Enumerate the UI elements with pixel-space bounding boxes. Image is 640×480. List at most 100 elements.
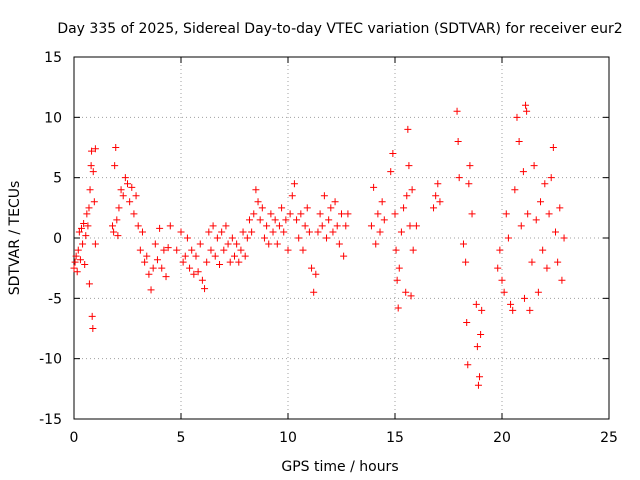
data-point	[209, 222, 217, 230]
data-point	[194, 268, 202, 276]
data-point	[316, 210, 324, 218]
data-point	[436, 198, 444, 206]
data-point	[517, 222, 525, 230]
data-point	[241, 252, 249, 260]
data-point	[254, 198, 262, 206]
data-point	[228, 234, 236, 242]
data-point	[117, 186, 125, 194]
data-point	[534, 288, 542, 296]
data-point	[190, 270, 198, 278]
data-point	[250, 210, 258, 218]
data-point	[256, 216, 264, 224]
data-point	[376, 228, 384, 236]
data-point	[147, 286, 155, 294]
data-point	[220, 246, 228, 254]
data-point	[496, 246, 504, 254]
data-point	[258, 204, 266, 212]
data-point	[282, 216, 290, 224]
data-point	[405, 162, 413, 170]
data-point	[138, 228, 146, 236]
data-point	[111, 162, 119, 170]
data-point	[71, 258, 79, 266]
data-point	[183, 234, 191, 242]
data-point	[530, 162, 538, 170]
data-point	[543, 264, 551, 272]
data-point	[462, 258, 470, 266]
data-point	[406, 222, 414, 230]
data-point	[404, 125, 412, 133]
data-point	[468, 210, 476, 218]
data-point	[109, 222, 117, 230]
data-point	[318, 222, 326, 230]
data-point	[151, 240, 159, 248]
data-point	[235, 258, 243, 266]
grid-lines	[74, 57, 609, 419]
data-point	[164, 244, 172, 252]
y-tick-label: 15	[44, 50, 62, 66]
data-point	[312, 270, 320, 278]
data-point	[409, 246, 417, 254]
data-point	[558, 276, 566, 284]
data-point	[340, 252, 348, 260]
data-point	[301, 222, 309, 230]
data-point	[207, 246, 215, 254]
data-point	[545, 210, 553, 218]
data-point	[160, 246, 168, 254]
data-point	[476, 373, 484, 381]
data-point	[177, 228, 185, 236]
data-point	[344, 210, 352, 218]
data-point	[222, 222, 230, 230]
data-point	[402, 288, 410, 296]
data-point	[293, 216, 301, 224]
data-point	[500, 288, 508, 296]
data-point	[141, 258, 149, 266]
data-point	[305, 228, 313, 236]
data-point	[515, 137, 523, 145]
x-axis-ticks: 0 5 10 15 20 25	[70, 57, 618, 446]
data-point	[124, 180, 131, 188]
data-point	[121, 174, 129, 182]
data-points	[70, 101, 568, 389]
y-tick-label: -15	[39, 412, 62, 428]
data-point	[523, 107, 531, 115]
data-point	[85, 204, 93, 212]
data-point	[474, 381, 482, 389]
data-point	[320, 192, 328, 200]
data-point	[213, 234, 221, 242]
data-point	[91, 145, 99, 153]
data-point	[166, 222, 174, 230]
data-point	[73, 268, 81, 276]
data-point	[271, 216, 279, 224]
x-tick-label: 20	[493, 430, 511, 446]
data-point	[297, 210, 305, 218]
data-point	[267, 210, 275, 218]
data-point	[434, 180, 442, 188]
x-tick-label: 0	[70, 430, 79, 446]
data-point	[81, 261, 89, 269]
data-point	[532, 216, 540, 224]
data-point	[239, 228, 247, 236]
data-point	[412, 222, 420, 230]
data-point	[403, 192, 411, 200]
y-tick-label: 0	[53, 231, 62, 247]
data-point	[72, 252, 80, 260]
data-point	[192, 252, 200, 260]
data-point	[134, 222, 142, 230]
y-axis-label: SDTVAR / TECUs	[7, 181, 23, 296]
data-point	[130, 210, 138, 218]
y-tick-label: 5	[53, 171, 62, 187]
data-point	[173, 246, 181, 254]
data-point	[333, 222, 341, 230]
x-tick-label: 15	[386, 430, 404, 446]
data-point	[299, 246, 307, 254]
data-point	[432, 192, 440, 200]
x-tick-label: 10	[279, 430, 297, 446]
data-point	[181, 252, 189, 260]
data-point	[205, 228, 213, 236]
data-point	[407, 292, 415, 300]
data-point	[509, 306, 517, 314]
data-point	[84, 222, 92, 230]
data-point	[494, 264, 502, 272]
y-tick-label: -5	[48, 291, 62, 307]
